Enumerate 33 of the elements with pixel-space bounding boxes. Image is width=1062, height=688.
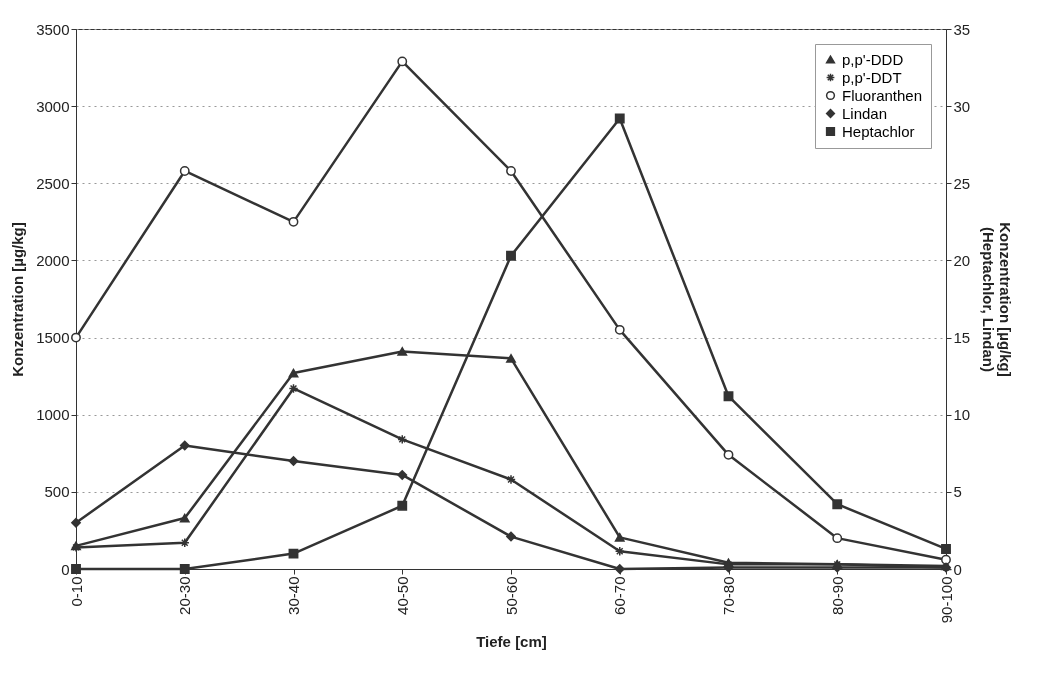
x-tick-label: 40-50 [393,576,411,615]
y2-tick-label: 5 [953,483,962,501]
y-axis-title: Konzentration [µg/kg] [9,222,27,377]
x-tick-label: 30-40 [285,576,302,615]
y-tick-label: 2500 [36,174,70,192]
y2-tick-label: 30 [953,97,971,115]
legend-label: Fluoranthen [842,86,923,104]
y-tick-label: 1500 [36,329,70,347]
y-tick-label: 1000 [36,406,70,424]
x-tick-label: 50-60 [502,576,520,615]
x-axis-title: Tiefe [cm] [476,633,547,651]
y2-tick-label: 20 [953,251,971,269]
y2-tick-label: 35 [953,20,971,38]
x-tick-label: 80-90 [828,576,846,615]
x-tick-label: 60-70 [611,576,629,615]
legend-label: Lindan [842,104,888,122]
y-tick-label: 500 [44,483,70,501]
y-tick-label: 3500 [36,20,70,38]
legend-label: p,p'-DDD [842,50,904,68]
y2-tick-label: 10 [953,406,971,424]
x-tick-label: 20-30 [176,576,194,615]
x-tick-label: 70-80 [720,576,737,615]
legend-label: Heptachlor [842,122,915,140]
y-tick-label: 3000 [36,97,70,115]
legend-label: p,p'-DDT [842,68,902,86]
y-tick-label: 2000 [36,251,70,269]
y2-tick-label: 15 [953,329,971,347]
y2-tick-label: 0 [953,560,962,578]
y-tick-label: 0 [61,560,70,578]
x-tick-label: 90-100 [937,576,955,624]
y2-tick-label: 25 [953,174,971,192]
x-tick-label: 0-10 [67,576,85,607]
y2-axis-title: Konzentration [µg/kg] (Heptachlor, Lindan) [980,222,1015,377]
